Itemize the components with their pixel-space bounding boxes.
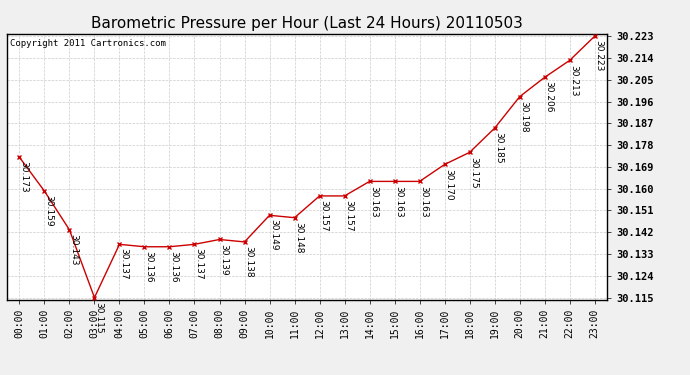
Text: 30.163: 30.163 — [394, 186, 403, 217]
Text: 30.163: 30.163 — [369, 186, 378, 217]
Text: 30.136: 30.136 — [169, 251, 178, 282]
Text: 30.170: 30.170 — [444, 169, 453, 200]
Title: Barometric Pressure per Hour (Last 24 Hours) 20110503: Barometric Pressure per Hour (Last 24 Ho… — [91, 16, 523, 31]
Text: 30.175: 30.175 — [469, 156, 478, 188]
Text: 30.136: 30.136 — [144, 251, 153, 282]
Text: 30.138: 30.138 — [244, 246, 253, 278]
Text: 30.185: 30.185 — [494, 132, 503, 164]
Text: 30.206: 30.206 — [544, 81, 553, 113]
Text: 30.198: 30.198 — [520, 101, 529, 132]
Text: 30.149: 30.149 — [269, 219, 278, 251]
Text: 30.157: 30.157 — [319, 200, 328, 232]
Text: 30.159: 30.159 — [44, 195, 53, 227]
Text: 30.223: 30.223 — [594, 40, 603, 72]
Text: 30.139: 30.139 — [219, 244, 228, 275]
Text: 30.143: 30.143 — [69, 234, 78, 266]
Text: 30.115: 30.115 — [94, 302, 103, 333]
Text: Copyright 2011 Cartronics.com: Copyright 2011 Cartronics.com — [10, 39, 166, 48]
Text: 30.137: 30.137 — [194, 249, 203, 280]
Text: 30.157: 30.157 — [344, 200, 353, 232]
Text: 30.137: 30.137 — [119, 249, 128, 280]
Text: 30.163: 30.163 — [420, 186, 428, 217]
Text: 30.148: 30.148 — [294, 222, 303, 254]
Text: 30.173: 30.173 — [19, 161, 28, 193]
Text: 30.213: 30.213 — [569, 64, 578, 96]
